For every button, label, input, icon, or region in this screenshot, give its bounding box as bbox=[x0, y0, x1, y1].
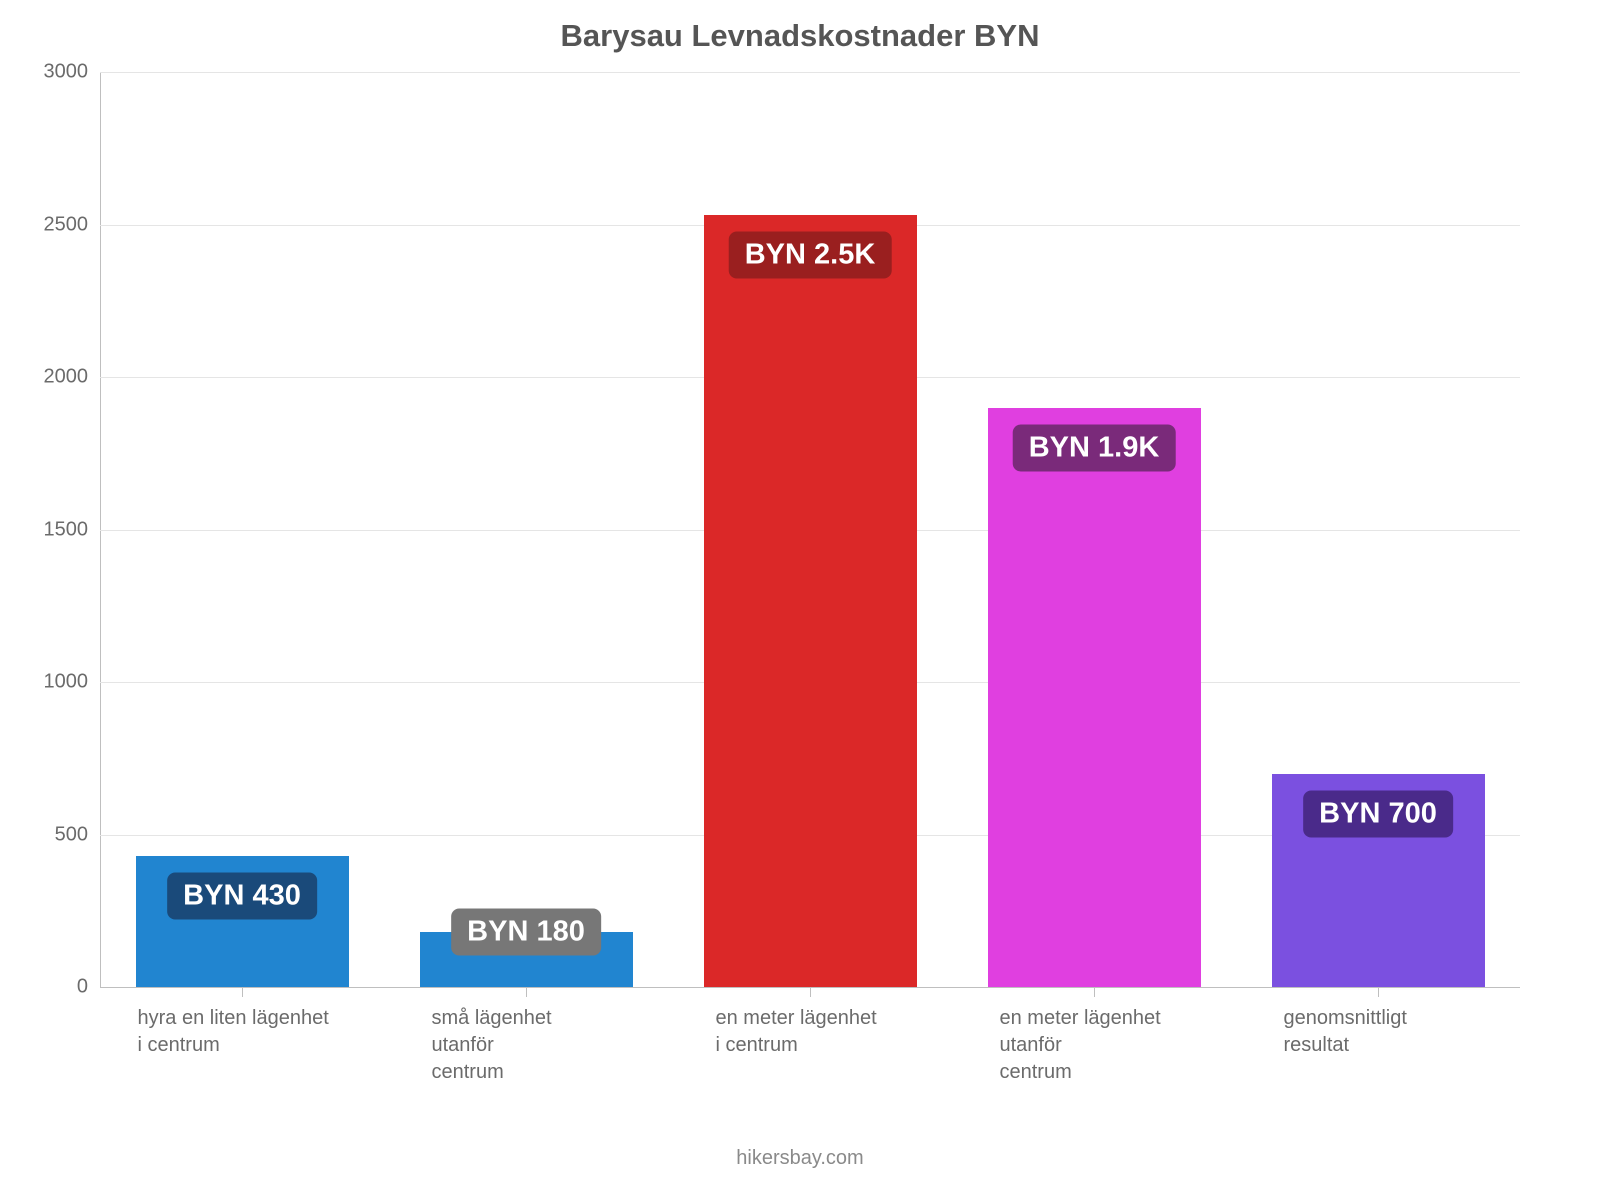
bar bbox=[704, 215, 917, 987]
y-tick-label: 2500 bbox=[44, 213, 101, 236]
bar bbox=[988, 408, 1201, 988]
value-badge: BYN 180 bbox=[451, 909, 601, 956]
value-badge: BYN 430 bbox=[167, 872, 317, 919]
y-tick-label: 1500 bbox=[44, 518, 101, 541]
x-tick-label: en meter lägenhet utanför centrum bbox=[1000, 987, 1201, 1086]
value-badge: BYN 2.5K bbox=[729, 232, 892, 279]
x-tick-label: hyra en liten lägenhet i centrum bbox=[138, 987, 349, 1059]
bar-chart: Barysau Levnadskostnader BYN 05001000150… bbox=[0, 0, 1600, 1200]
value-badge: BYN 1.9K bbox=[1013, 424, 1176, 471]
y-tick-label: 2000 bbox=[44, 366, 101, 389]
value-badge: BYN 700 bbox=[1303, 790, 1453, 837]
y-tick-label: 0 bbox=[77, 976, 100, 999]
chart-title: Barysau Levnadskostnader BYN bbox=[0, 18, 1600, 54]
x-tick-label: genomsnittligt resultat bbox=[1284, 987, 1485, 1059]
y-tick-label: 1000 bbox=[44, 671, 101, 694]
grid-line bbox=[100, 72, 1520, 73]
y-tick-label: 3000 bbox=[44, 61, 101, 84]
y-tick-label: 500 bbox=[55, 823, 100, 846]
x-tick-label: en meter lägenhet i centrum bbox=[716, 987, 917, 1059]
plot-area: 050010001500200025003000hyra en liten lä… bbox=[100, 72, 1520, 987]
chart-footer: hikersbay.com bbox=[0, 1147, 1600, 1170]
x-tick-label: små lägenhet utanför centrum bbox=[432, 987, 633, 1086]
